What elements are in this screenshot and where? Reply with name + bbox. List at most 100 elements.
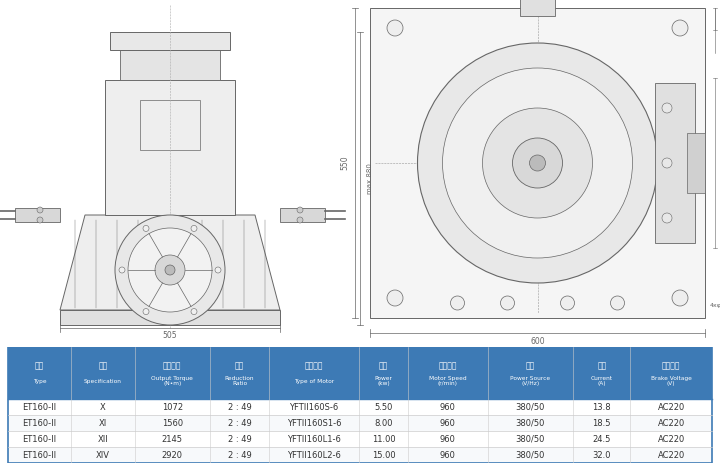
Text: 电流: 电流 bbox=[597, 362, 606, 370]
Circle shape bbox=[165, 265, 175, 275]
Text: Motor Speed
(r/min): Motor Speed (r/min) bbox=[429, 375, 467, 387]
Bar bbox=[8, 399, 712, 415]
Text: 960: 960 bbox=[440, 434, 456, 444]
Bar bbox=[370, 8, 705, 318]
Circle shape bbox=[672, 20, 688, 36]
Text: 380/50: 380/50 bbox=[516, 434, 545, 444]
Text: 功率: 功率 bbox=[379, 362, 388, 370]
Bar bbox=[8, 447, 712, 463]
Text: 电源: 电源 bbox=[526, 362, 535, 370]
Text: Output Torque
(N•m): Output Torque (N•m) bbox=[151, 375, 193, 387]
Bar bbox=[8, 347, 712, 399]
Text: AC220: AC220 bbox=[657, 450, 685, 459]
Circle shape bbox=[482, 108, 593, 218]
Circle shape bbox=[443, 68, 632, 258]
Text: 32.0: 32.0 bbox=[593, 450, 611, 459]
Text: YFTII160L1-6: YFTII160L1-6 bbox=[287, 434, 341, 444]
Bar bbox=[520, 0, 555, 16]
Circle shape bbox=[560, 296, 575, 310]
Circle shape bbox=[191, 308, 197, 314]
Text: 24.5: 24.5 bbox=[593, 434, 611, 444]
Circle shape bbox=[297, 207, 303, 213]
Bar bbox=[140, 100, 200, 150]
Circle shape bbox=[387, 20, 403, 36]
Text: 1560: 1560 bbox=[162, 419, 183, 427]
Text: 2920: 2920 bbox=[162, 450, 183, 459]
Polygon shape bbox=[60, 215, 280, 310]
Text: 2 : 49: 2 : 49 bbox=[228, 450, 251, 459]
Text: 1072: 1072 bbox=[162, 402, 183, 412]
Text: XI: XI bbox=[99, 419, 107, 427]
Text: YFTII160S1-6: YFTII160S1-6 bbox=[287, 419, 341, 427]
Text: ET160-II: ET160-II bbox=[22, 434, 57, 444]
Bar bbox=[120, 50, 220, 80]
Text: 电机型号: 电机型号 bbox=[305, 362, 323, 370]
Text: 11.00: 11.00 bbox=[372, 434, 395, 444]
Text: AC220: AC220 bbox=[657, 402, 685, 412]
Circle shape bbox=[119, 267, 125, 273]
Text: max 880: max 880 bbox=[367, 163, 373, 194]
Circle shape bbox=[672, 290, 688, 306]
Text: 960: 960 bbox=[440, 402, 456, 412]
Text: 13.8: 13.8 bbox=[593, 402, 611, 412]
Bar bbox=[110, 32, 230, 50]
Text: YFTII160L2-6: YFTII160L2-6 bbox=[287, 450, 341, 459]
Text: Brake Voltage
(V): Brake Voltage (V) bbox=[651, 375, 692, 387]
Text: 2145: 2145 bbox=[162, 434, 183, 444]
Circle shape bbox=[418, 43, 657, 283]
Circle shape bbox=[155, 255, 185, 285]
Circle shape bbox=[115, 215, 225, 325]
Text: Type: Type bbox=[33, 378, 47, 383]
Bar bbox=[60, 310, 280, 325]
Text: 2 : 49: 2 : 49 bbox=[228, 434, 251, 444]
Circle shape bbox=[662, 213, 672, 223]
Bar bbox=[280, 208, 325, 222]
Text: 2 : 49: 2 : 49 bbox=[228, 419, 251, 427]
Circle shape bbox=[128, 228, 212, 312]
Text: 型号: 型号 bbox=[35, 362, 44, 370]
Text: 18.5: 18.5 bbox=[593, 419, 611, 427]
Text: X: X bbox=[100, 402, 106, 412]
Circle shape bbox=[37, 217, 43, 223]
Bar bbox=[8, 431, 712, 447]
Circle shape bbox=[387, 290, 403, 306]
Text: XIV: XIV bbox=[96, 450, 110, 459]
Text: ET160-II: ET160-II bbox=[22, 450, 57, 459]
Circle shape bbox=[662, 158, 672, 168]
Text: YFTII160S-6: YFTII160S-6 bbox=[289, 402, 338, 412]
Text: 960: 960 bbox=[440, 450, 456, 459]
Circle shape bbox=[297, 217, 303, 223]
Bar bbox=[15, 208, 60, 222]
Text: AC220: AC220 bbox=[657, 419, 685, 427]
Text: Reduction
Ratio: Reduction Ratio bbox=[225, 375, 254, 387]
Circle shape bbox=[529, 155, 546, 171]
Text: 380/50: 380/50 bbox=[516, 450, 545, 459]
Text: 输出扭矩: 输出扭矩 bbox=[163, 362, 181, 370]
Circle shape bbox=[611, 296, 624, 310]
Text: 960: 960 bbox=[440, 419, 456, 427]
Text: ET160-II: ET160-II bbox=[22, 402, 57, 412]
Text: 505: 505 bbox=[163, 332, 177, 340]
Circle shape bbox=[143, 225, 149, 232]
Text: 550: 550 bbox=[341, 156, 349, 170]
Bar bbox=[105, 80, 235, 215]
Text: 260: 260 bbox=[719, 161, 720, 165]
Circle shape bbox=[662, 103, 672, 113]
Text: ET160-II: ET160-II bbox=[22, 419, 57, 427]
Text: 600: 600 bbox=[530, 337, 545, 345]
Text: 电机转速: 电机转速 bbox=[438, 362, 457, 370]
Text: Power Source
(V/Hz): Power Source (V/Hz) bbox=[510, 375, 551, 387]
Bar bbox=[8, 415, 712, 431]
Text: 制动电压: 制动电压 bbox=[662, 362, 680, 370]
Circle shape bbox=[191, 225, 197, 232]
Text: 2 : 49: 2 : 49 bbox=[228, 402, 251, 412]
Text: 15.00: 15.00 bbox=[372, 450, 395, 459]
Circle shape bbox=[37, 207, 43, 213]
Bar bbox=[655, 83, 695, 243]
Text: 4xφ22: 4xφ22 bbox=[710, 304, 720, 308]
Bar bbox=[687, 133, 705, 193]
Text: 规格: 规格 bbox=[98, 362, 107, 370]
Circle shape bbox=[451, 296, 464, 310]
Text: XII: XII bbox=[97, 434, 108, 444]
Circle shape bbox=[500, 296, 515, 310]
